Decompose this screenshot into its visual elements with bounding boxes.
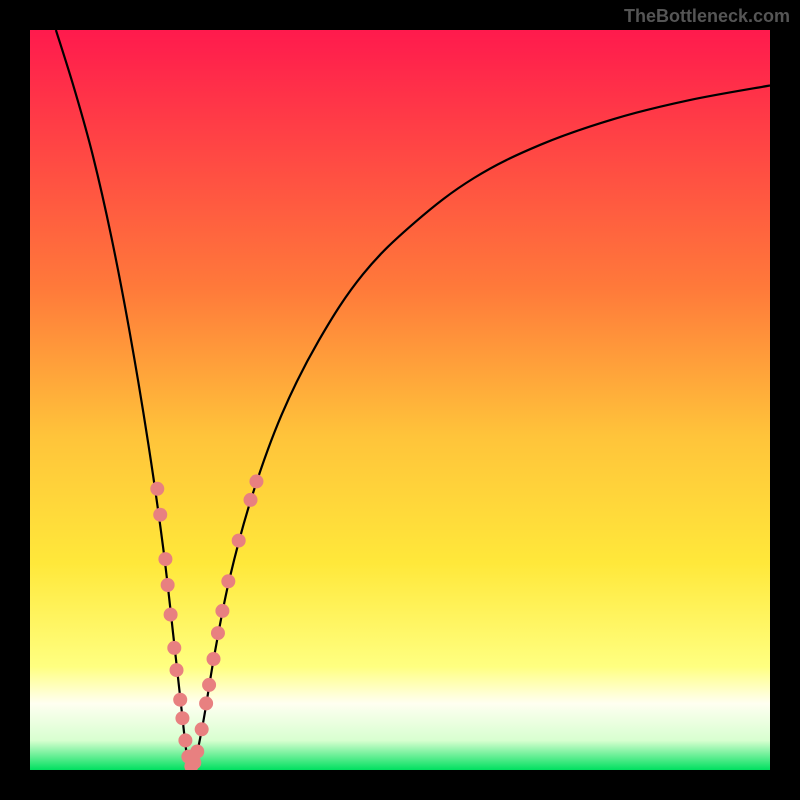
- watermark-text: TheBottleneck.com: [624, 6, 790, 27]
- marker-dot: [178, 733, 192, 747]
- marker-dot: [199, 696, 213, 710]
- marker-dot: [221, 574, 235, 588]
- marker-dot: [244, 493, 258, 507]
- marker-dot: [211, 626, 225, 640]
- marker-dot: [173, 693, 187, 707]
- marker-dot: [164, 608, 178, 622]
- marker-dot: [202, 678, 216, 692]
- marker-dot: [215, 604, 229, 618]
- marker-dot: [167, 641, 181, 655]
- marker-dot: [170, 663, 184, 677]
- marker-dot: [153, 508, 167, 522]
- marker-dot: [232, 534, 246, 548]
- marker-dot: [249, 474, 263, 488]
- marker-dot: [190, 745, 204, 759]
- marker-dot: [175, 711, 189, 725]
- marker-dot: [207, 652, 221, 666]
- bottleneck-chart: [30, 30, 770, 770]
- marker-dot: [161, 578, 175, 592]
- marker-dot: [150, 482, 164, 496]
- chart-container: TheBottleneck.com: [0, 0, 800, 800]
- marker-dot: [195, 722, 209, 736]
- marker-dot: [158, 552, 172, 566]
